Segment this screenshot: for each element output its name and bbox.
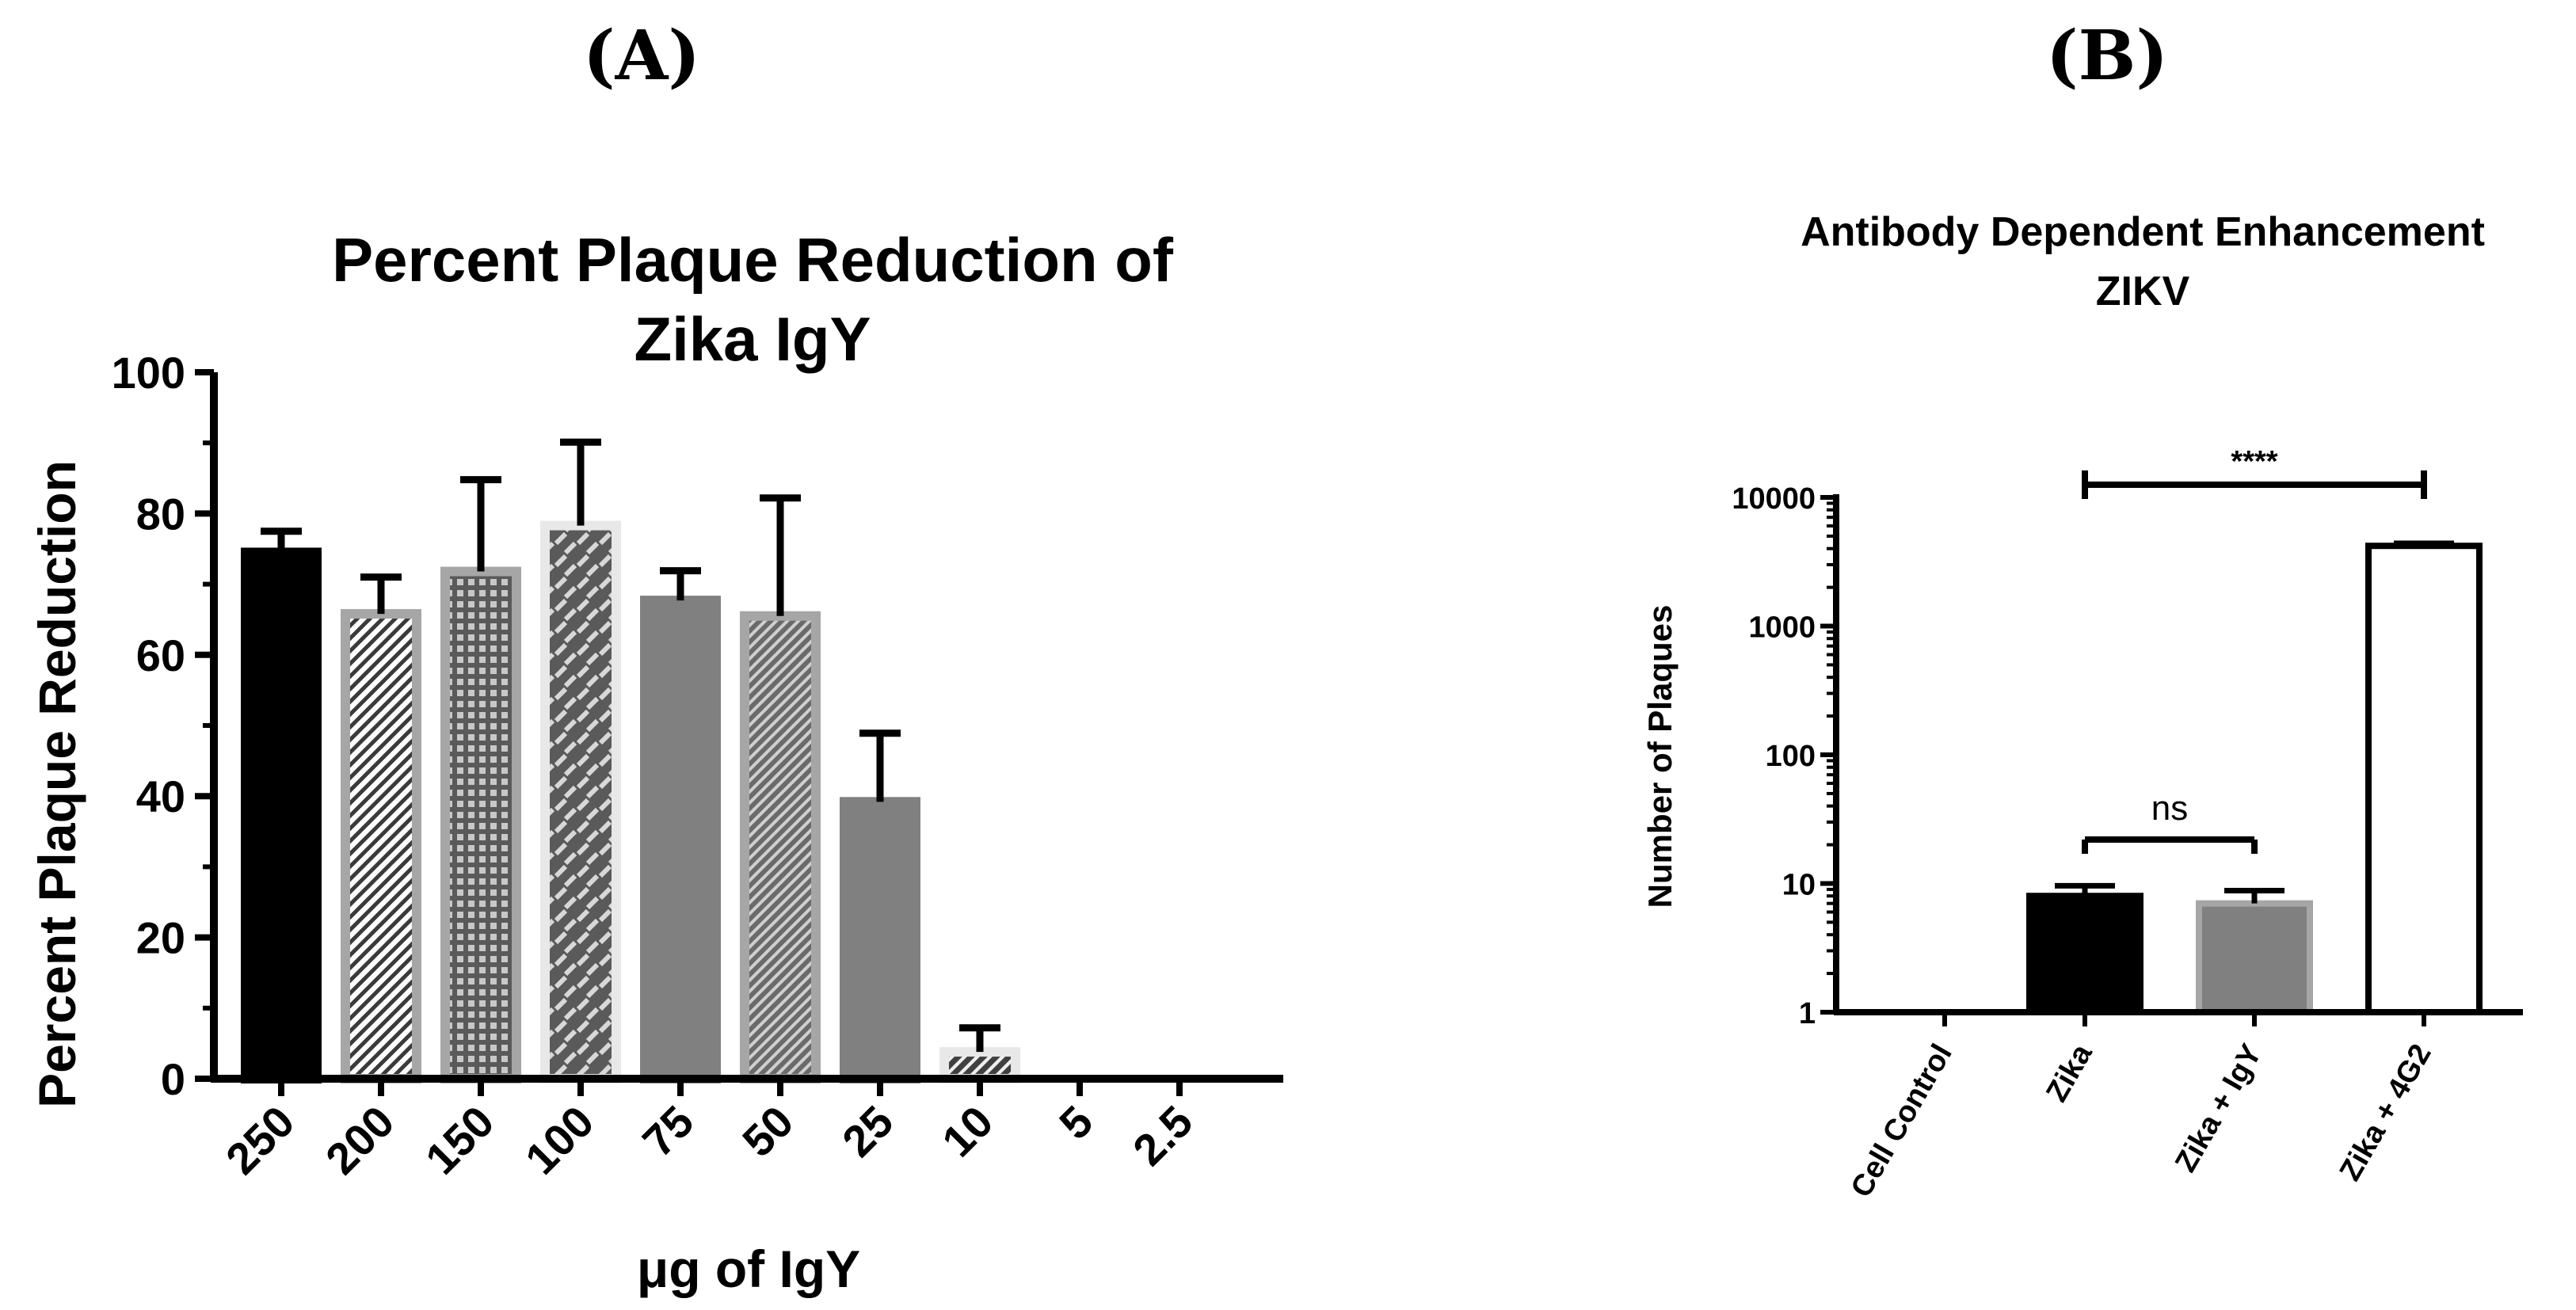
y-tick-label-60: 60	[136, 630, 185, 680]
bar-zika	[2026, 893, 2143, 1016]
y-tick-label-1: 1	[1799, 997, 1816, 1030]
x-tick-label-2.5: 2.5	[1123, 1096, 1202, 1175]
y-tick-label-80: 80	[136, 489, 185, 539]
chart-a-title-line1: Percent Plaque Reduction of	[332, 225, 1174, 295]
bar-150	[440, 566, 521, 1083]
x-tick-label-25: 25	[833, 1096, 903, 1167]
chart-a-x-axis-label: μg of IgY	[637, 1240, 860, 1298]
x-tick-label-50: 50	[733, 1096, 803, 1167]
x-tick-label-2: Zika + IgY	[2169, 1039, 2269, 1179]
chart-b-bars	[2026, 540, 2483, 1016]
chart-b: Antibody Dependent Enhancement ZIKV Numb…	[1641, 209, 2523, 1203]
x-tick-label-150: 150	[416, 1096, 504, 1184]
x-tick-label-3: Zika + 4G2	[2334, 1039, 2438, 1187]
y-tick-label-100: 100	[1766, 740, 1816, 773]
sig-label: ****	[2231, 445, 2277, 478]
x-tick-label-5: 5	[1050, 1096, 1103, 1149]
y-tick-label-1000: 1000	[1748, 611, 1816, 645]
y-tick-label-100: 100	[112, 348, 185, 398]
bar-zika-4g2	[2365, 543, 2483, 1015]
x-tick-label-1: Zika	[2040, 1038, 2099, 1108]
x-tick-label-100: 100	[516, 1096, 604, 1184]
y-tick-label-10: 10	[1782, 869, 1816, 902]
y-tick-label-20: 20	[136, 913, 185, 963]
chart-b-title-line1: Antibody Dependent Enhancement	[1801, 209, 2485, 255]
ns-label: ns	[2151, 789, 2188, 828]
panel-b-label: (B)	[2046, 16, 2168, 96]
bar-75	[640, 596, 721, 1083]
chart-a: Percent Plaque Reduction of Zika IgY Per…	[28, 225, 1283, 1298]
bar-200	[341, 609, 421, 1083]
x-tick-label-0: Cell Control	[1845, 1039, 1959, 1203]
y-tick-label-0: 0	[161, 1054, 185, 1104]
bar-25	[840, 797, 920, 1083]
chart-b-title-line2: ZIKV	[2096, 268, 2190, 314]
bar-zika-igy	[2196, 900, 2313, 1015]
x-tick-label-10: 10	[932, 1096, 1003, 1167]
chart-a-bars	[241, 438, 1020, 1084]
x-tick-label-200: 200	[316, 1096, 404, 1184]
chart-a-y-axis-label: Percent Plaque Reduction	[28, 460, 86, 1108]
bar-100	[540, 520, 621, 1083]
chart-b-annotations: **** ns	[2082, 445, 2427, 854]
x-tick-label-75: 75	[633, 1096, 703, 1167]
y-tick-label-40: 40	[136, 771, 185, 821]
chart-a-title-line2: Zika IgY	[634, 304, 871, 374]
y-tick-label-10000: 10000	[1732, 482, 1816, 516]
bar-250	[241, 547, 322, 1083]
x-tick-label-250: 250	[216, 1096, 304, 1184]
panel-a-label: (A)	[583, 16, 700, 96]
bar-10	[939, 1047, 1020, 1084]
bar-50	[740, 611, 821, 1083]
chart-b-y-axis-label: Number of Plaques	[1641, 605, 1679, 908]
